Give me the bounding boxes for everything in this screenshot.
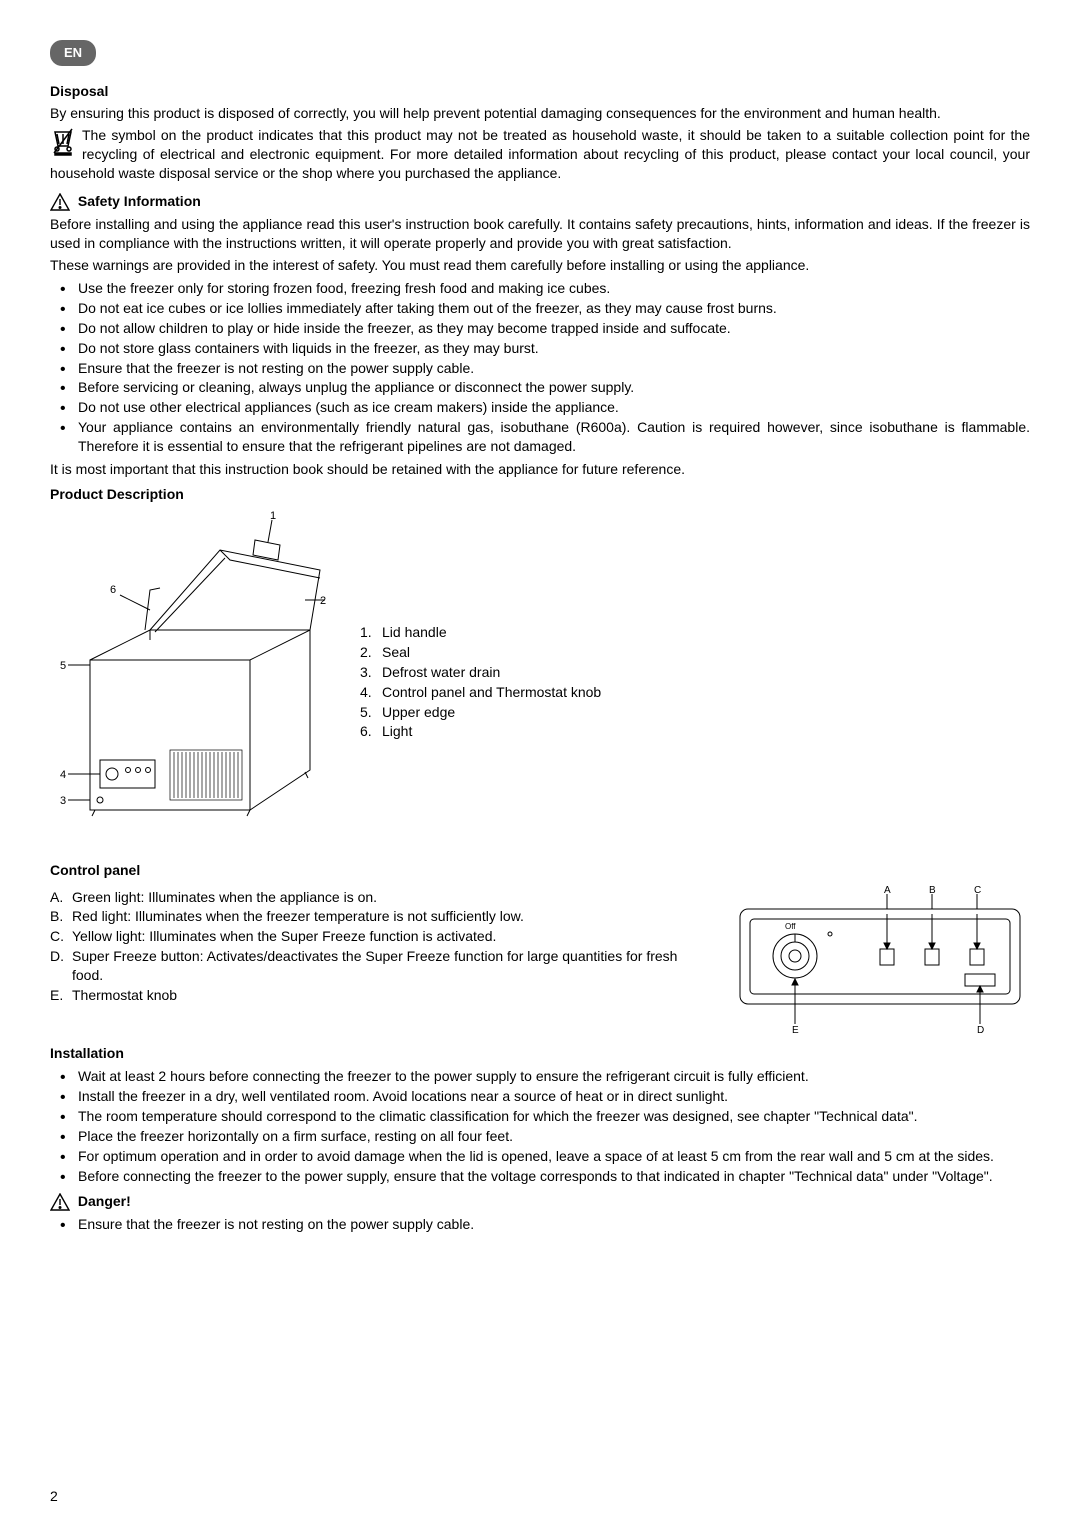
disposal-p2: The symbol on the product indicates that…	[50, 126, 1030, 183]
safety-heading: Safety Information	[50, 192, 1030, 211]
control-panel-diagram: A B C D E Off	[730, 884, 1030, 1039]
control-heading: Control panel	[50, 861, 1030, 880]
control-row: A.Green light: Illuminates when the appl…	[50, 884, 1030, 1039]
control-item: Thermostat knob	[72, 986, 710, 1005]
safety-p1: Before installing and using the applianc…	[50, 215, 1030, 253]
diagram-label-4: 4	[60, 769, 66, 781]
product-part: Control panel and Thermostat knob	[382, 684, 601, 700]
diagram-label-1: 1	[270, 510, 276, 522]
product-heading: Product Description	[50, 485, 1030, 504]
diagram-label-3: 3	[60, 795, 66, 807]
panel-label-e: E	[792, 1025, 799, 1034]
page-number: 2	[50, 1487, 58, 1506]
product-part: Defrost water drain	[382, 664, 500, 680]
install-bullet: Before connecting the freezer to the pow…	[78, 1167, 1030, 1186]
product-part: Light	[382, 723, 412, 739]
danger-bullet: Ensure that the freezer is not resting o…	[78, 1215, 1030, 1234]
product-part: Upper edge	[382, 704, 455, 720]
product-parts-list: 1.Lid handle 2.Seal 3.Defrost water drai…	[360, 622, 601, 742]
product-part: Lid handle	[382, 624, 447, 640]
safety-bullets: Use the freezer only for storing frozen …	[50, 279, 1030, 456]
diagram-label-6: 6	[110, 584, 116, 596]
disposal-p1: By ensuring this product is disposed of …	[50, 104, 1030, 123]
safety-bullet: Do not allow children to play or hide in…	[78, 319, 1030, 338]
safety-bullet: Do not use other electrical appliances (…	[78, 398, 1030, 417]
warning-icon	[50, 193, 70, 211]
language-badge: EN	[50, 40, 96, 66]
product-row: 1 2 5 6 4 3 1.Lid handle 2.Seal 3.Defros…	[50, 510, 1030, 855]
warning-icon	[50, 1193, 70, 1211]
control-item: Green light: Illuminates when the applia…	[72, 888, 710, 907]
control-item: Yellow light: Illuminates when the Super…	[72, 927, 710, 946]
control-items: A.Green light: Illuminates when the appl…	[50, 888, 710, 1005]
product-diagram: 1 2 5 6 4 3	[50, 510, 330, 855]
diagram-label-2: 2	[320, 595, 326, 607]
safety-bullet: Do not store glass containers with liqui…	[78, 339, 1030, 358]
disposal-heading: Disposal	[50, 82, 1030, 101]
weee-icon	[50, 126, 76, 161]
panel-label-b: B	[929, 885, 936, 896]
diagram-label-5: 5	[60, 660, 66, 672]
panel-label-c: C	[974, 885, 981, 896]
install-bullet: Place the freezer horizontally on a firm…	[78, 1127, 1030, 1146]
panel-label-d: D	[977, 1025, 984, 1034]
panel-label-a: A	[884, 885, 891, 896]
danger-bullets: Ensure that the freezer is not resting o…	[50, 1215, 1030, 1234]
safety-bullet: Ensure that the freezer is not resting o…	[78, 359, 1030, 378]
panel-label-off: Off	[785, 922, 796, 931]
control-item: Super Freeze button: Activates/deactivat…	[72, 947, 710, 985]
install-bullet: Wait at least 2 hours before connecting …	[78, 1067, 1030, 1086]
installation-heading: Installation	[50, 1044, 1030, 1063]
safety-p3: It is most important that this instructi…	[50, 460, 1030, 479]
safety-bullet: Your appliance contains an environmental…	[78, 418, 1030, 456]
safety-bullet: Before servicing or cleaning, always unp…	[78, 378, 1030, 397]
control-item: Red light: Illuminates when the freezer …	[72, 907, 710, 926]
install-bullet: The room temperature should correspond t…	[78, 1107, 1030, 1126]
install-bullet: For optimum operation and in order to av…	[78, 1147, 1030, 1166]
product-part: Seal	[382, 644, 410, 660]
danger-heading: Danger!	[50, 1192, 1030, 1211]
safety-bullet: Do not eat ice cubes or ice lollies imme…	[78, 299, 1030, 318]
install-bullet: Install the freezer in a dry, well venti…	[78, 1087, 1030, 1106]
safety-p2: These warnings are provided in the inter…	[50, 256, 1030, 275]
installation-bullets: Wait at least 2 hours before connecting …	[50, 1067, 1030, 1185]
safety-bullet: Use the freezer only for storing frozen …	[78, 279, 1030, 298]
